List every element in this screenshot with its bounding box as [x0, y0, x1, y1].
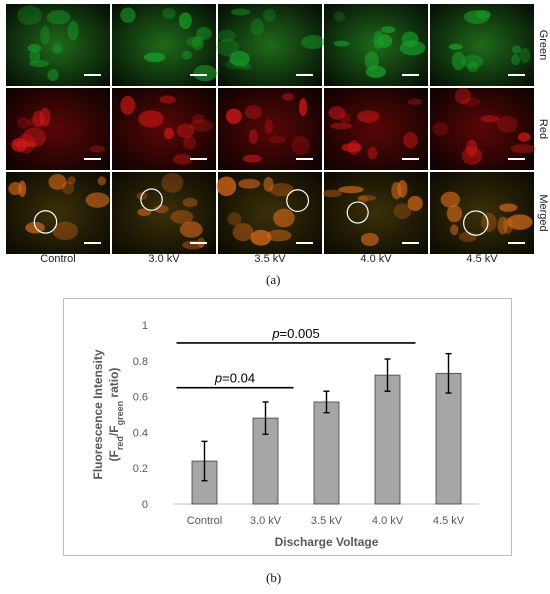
- micrograph-red-2: [218, 88, 322, 170]
- y-tick-label: 0.2: [133, 463, 148, 475]
- scale-bar: [508, 74, 525, 76]
- highlight-circle: [33, 210, 58, 234]
- y-tick-label: 0.8: [133, 356, 148, 368]
- error-bar: [262, 401, 269, 435]
- p-value-label: p=0.005: [271, 326, 319, 341]
- column-label: 3.5 kV: [254, 253, 286, 265]
- highlight-circle: [140, 188, 163, 211]
- scale-bar: [296, 158, 313, 160]
- micrograph-grid: Green Red Merged Control 3.0 kV 3.5 kV 4.0 kV…: [6, 4, 549, 265]
- error-bar: [323, 390, 330, 414]
- bar: [313, 401, 340, 505]
- svg-text:(Fred/Fgreen ratio): (Fred/Fgreen ratio): [107, 368, 125, 462]
- bar-chart: Fluorescence Intensity (Fred/Fgreen ratio…: [91, 320, 479, 549]
- column-label: 4.0 kV: [360, 253, 392, 265]
- scale-bar: [84, 74, 101, 76]
- scale-bar: [84, 158, 101, 160]
- scale-bar: [402, 158, 419, 160]
- y-axis-title: Fluorescence Intensity (Fred/Fgreen ratio…: [91, 349, 125, 479]
- micrograph-red-4: [430, 87, 536, 170]
- x-axis-title: Discharge Voltage: [275, 535, 379, 549]
- error-bar: [384, 358, 391, 392]
- micrograph-red-3: [324, 88, 428, 170]
- scale-bar: [296, 242, 313, 244]
- row-label-green: Green: [537, 30, 549, 61]
- x-tick-label: 3.0 kV: [250, 515, 282, 527]
- micrograph-merged-1: [112, 172, 216, 254]
- bar: [374, 374, 401, 505]
- chart-frame: Fluorescence Intensity (Fred/Fgreen ratio…: [63, 298, 512, 556]
- column-label: Control: [40, 253, 75, 265]
- x-tick-label: Control: [187, 515, 222, 527]
- y-tick-label: 1: [142, 320, 148, 332]
- error-bar: [201, 440, 208, 482]
- x-tick-label: 3.5 kV: [311, 515, 343, 527]
- panel-b-label: (b): [266, 570, 282, 585]
- micrograph-green-2: [216, 4, 326, 86]
- x-tick-label: 4.0 kV: [372, 515, 404, 527]
- scale-bar: [190, 74, 207, 76]
- svg-text:Fluorescence Intensity: Fluorescence Intensity: [91, 349, 105, 479]
- p-value-label: p=0.04: [214, 371, 255, 386]
- scale-bar: [508, 242, 525, 244]
- micrograph-green-1: [112, 4, 217, 86]
- scale-bar: [190, 158, 207, 160]
- highlight-circle: [346, 201, 369, 224]
- column-label: 4.5 kV: [466, 253, 498, 265]
- micrograph-merged-0: [6, 172, 110, 254]
- row-label-merged: Merged: [537, 194, 549, 231]
- micrograph-green-0: [6, 4, 110, 86]
- scale-bar: [402, 242, 419, 244]
- error-bar: [445, 352, 452, 394]
- micrograph-merged-2: [216, 172, 322, 254]
- scale-bar: [84, 242, 101, 244]
- scale-bar: [190, 242, 207, 244]
- column-label: 3.0 kV: [148, 253, 180, 265]
- micrograph-red-0: [6, 88, 110, 170]
- scale-bar: [508, 158, 525, 160]
- micrograph-green-3: [324, 4, 428, 86]
- micrograph-merged-4: [430, 172, 534, 254]
- y-tick-label: 0: [142, 499, 148, 511]
- y-tick-label: 0.6: [133, 392, 148, 404]
- highlight-circle: [286, 189, 310, 213]
- micrograph-merged-3: [322, 172, 428, 254]
- micrograph-green-4: [430, 4, 534, 86]
- micrograph-red-1: [112, 88, 216, 170]
- y-tick-label: 0.4: [133, 427, 148, 439]
- bar: [435, 372, 462, 505]
- highlight-circle: [463, 210, 489, 236]
- scale-bar: [296, 74, 313, 76]
- scale-bar: [402, 74, 419, 76]
- row-label-red: Red: [537, 119, 549, 139]
- x-tick-label: 4.5 kV: [433, 515, 465, 527]
- panel-a-label: (a): [266, 272, 281, 287]
